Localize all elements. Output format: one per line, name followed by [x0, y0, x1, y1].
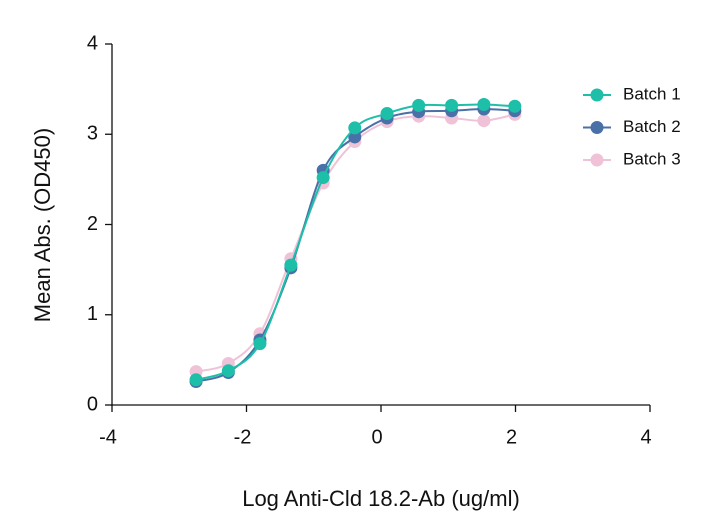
data-point [508, 99, 522, 113]
legend-label: Batch 1 [623, 84, 681, 103]
y-tick-label: 3 [87, 123, 98, 145]
data-point [412, 98, 426, 112]
legend-label: Batch 2 [623, 117, 681, 136]
data-point [221, 364, 235, 378]
legend-marker [590, 88, 604, 102]
fit-line [195, 113, 516, 373]
legend-marker [590, 121, 604, 134]
legend-marker [590, 153, 604, 167]
data-point [380, 106, 394, 120]
x-tick-label: 4 [640, 426, 651, 448]
data-point [316, 171, 330, 185]
y-tick-label: 4 [87, 32, 98, 54]
data-point [477, 114, 491, 128]
data-point [284, 258, 298, 272]
y-tick-label: 2 [87, 213, 98, 235]
x-tick-label: 2 [506, 426, 517, 448]
data-point [445, 98, 459, 112]
x-tick-label: -2 [234, 426, 252, 448]
data-point [477, 97, 491, 111]
legend-label: Batch 3 [623, 149, 681, 168]
fit-line [195, 107, 515, 383]
x-tick-label: -4 [99, 426, 117, 448]
x-tick-label: 0 [371, 426, 382, 448]
data-point [189, 373, 203, 387]
y-axis-label: Mean Abs. (OD450) [30, 128, 55, 322]
y-tick-label: 1 [87, 303, 98, 325]
data-point [348, 121, 362, 135]
data-point [348, 130, 362, 144]
x-axis-label: Log Anti-Cld 18.2-Ab (ug/ml) [242, 486, 520, 511]
y-tick-label: 0 [87, 393, 98, 415]
data-point [253, 337, 267, 351]
